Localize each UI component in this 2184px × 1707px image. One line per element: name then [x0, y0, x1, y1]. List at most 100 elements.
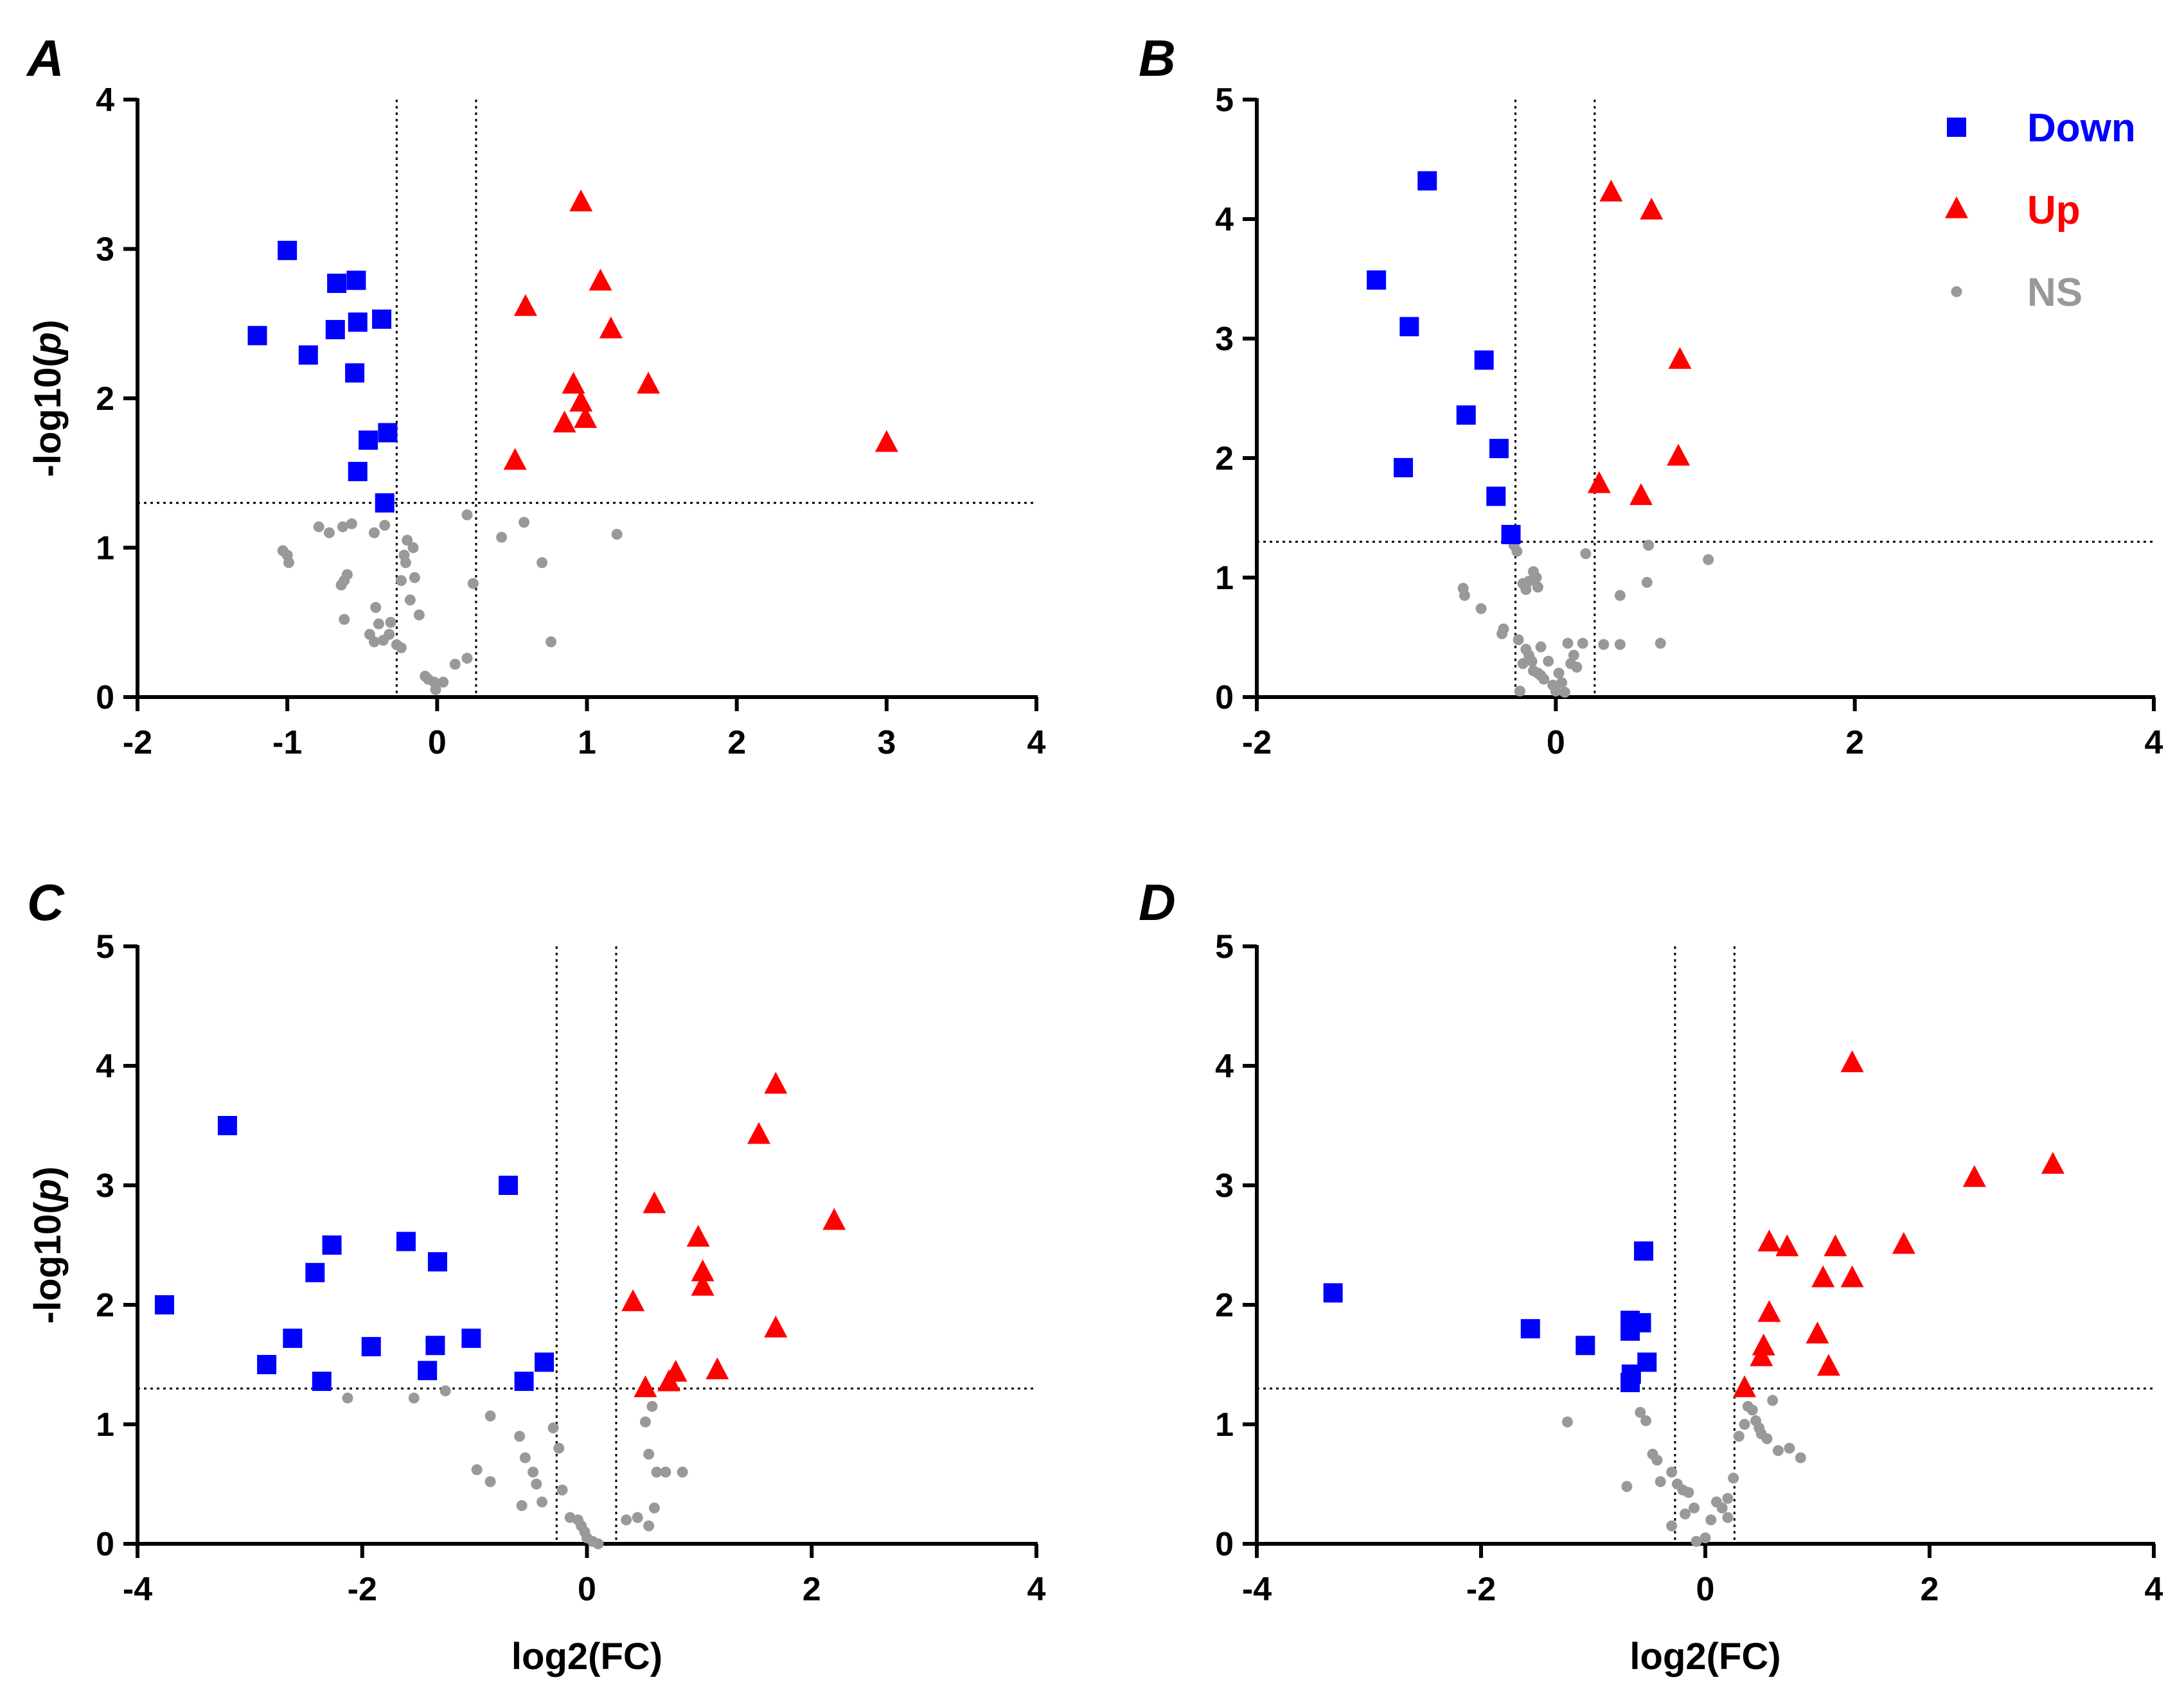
point-up [634, 1375, 657, 1397]
y-tick-label: 2 [1215, 440, 1234, 477]
panel-letter: B [1139, 30, 1176, 87]
point-down [1576, 1336, 1595, 1356]
point-ns [1459, 590, 1470, 601]
point-down [1620, 1321, 1640, 1341]
point-ns [632, 1512, 643, 1523]
point-ns [639, 1416, 651, 1428]
panel-letter: C [27, 874, 65, 931]
y-tick-label: 5 [96, 928, 114, 966]
y-tick-label: 2 [96, 380, 114, 418]
point-up [637, 371, 661, 394]
y-tick-label: 0 [96, 679, 114, 716]
x-axis-title: log2(FC) [511, 1636, 662, 1677]
x-tick-label: 3 [877, 724, 896, 761]
y-tick-label: 5 [1215, 928, 1234, 966]
point-down [514, 1372, 534, 1392]
point-ns [514, 1431, 526, 1442]
y-tick-label: 0 [1215, 679, 1234, 716]
point-down [1394, 457, 1414, 477]
point-ns [1614, 590, 1626, 601]
point-ns [660, 1466, 671, 1478]
point-ns [1728, 1473, 1739, 1484]
point-ns [341, 569, 353, 580]
point-ns [283, 557, 294, 569]
point-ns [400, 557, 411, 569]
point-down [345, 363, 365, 383]
panel-a: A 0 1 2 3 4 -2 -1 0 1 2 3 4 -log10(p) [26, 30, 1046, 761]
point-ns [461, 509, 473, 520]
panel-d: D 0 1 2 3 4 5 -4 -2 0 2 4 log2(FC) [1139, 874, 2163, 1677]
point-down [372, 309, 392, 329]
series-ns [1457, 540, 1714, 698]
point-ns [313, 521, 324, 533]
x-tick-label: -2 [1242, 724, 1272, 761]
point-up [1757, 1300, 1781, 1322]
point-ns [1568, 650, 1579, 661]
series-ns [342, 1385, 688, 1550]
point-ns [1705, 1514, 1717, 1526]
point-up [1629, 483, 1653, 506]
y-tick-label: 3 [1215, 1167, 1234, 1205]
point-ns [1538, 673, 1550, 685]
series-up [1733, 1050, 2064, 1397]
point-ns [409, 572, 420, 583]
point-down [1489, 439, 1509, 459]
point-ns [323, 527, 335, 538]
point-ns [1571, 662, 1583, 673]
point-down [535, 1352, 555, 1372]
point-ns [370, 602, 382, 613]
x-tick-label: 2 [1921, 1571, 1939, 1608]
point-ns [1772, 1445, 1784, 1456]
point-ns [402, 535, 413, 546]
point-up [574, 406, 598, 429]
series-down [1367, 171, 1521, 545]
point-up [1892, 1232, 1915, 1254]
x-tick-label: 0 [428, 724, 447, 761]
point-down [499, 1176, 519, 1195]
point-ns [1746, 1404, 1758, 1416]
point-ns [346, 518, 357, 529]
point-ns [438, 677, 449, 688]
point-ns [1666, 1466, 1678, 1478]
point-up [706, 1357, 729, 1379]
point-up [691, 1259, 715, 1282]
point-ns [1550, 685, 1561, 697]
y-tick-label: 3 [1215, 321, 1234, 358]
point-ns [461, 653, 473, 664]
point-ns [1651, 1455, 1663, 1466]
point-ns [1689, 1502, 1700, 1514]
point-ns [1561, 1416, 1573, 1428]
point-ns [1722, 1512, 1734, 1523]
point-up [569, 389, 593, 412]
point-ns [1535, 641, 1547, 653]
point-ns [1577, 637, 1588, 649]
point-up [764, 1315, 788, 1338]
point-ns [646, 1401, 658, 1412]
point-up [553, 411, 576, 433]
point-ns [537, 557, 548, 569]
point-ns [449, 659, 461, 670]
point-up [1587, 471, 1611, 493]
point-ns [1655, 637, 1666, 649]
point-ns [621, 1514, 632, 1526]
y-tick-label: 3 [96, 1167, 114, 1205]
x-tick-label: 4 [1027, 724, 1046, 761]
y-tick-label: 2 [96, 1287, 114, 1324]
x-tick-label: -2 [123, 724, 152, 761]
point-ns [519, 1452, 531, 1464]
point-up [1824, 1234, 1847, 1257]
point-ns [677, 1466, 688, 1478]
x-tick-label: 2 [727, 724, 746, 761]
point-down [305, 1262, 325, 1282]
y-axis-title: -log10(p) [27, 320, 69, 477]
point-ns [1784, 1442, 1795, 1454]
y-axis-title: -log10(p) [27, 1167, 69, 1324]
legend-label-up: Up [2027, 188, 2081, 233]
point-ns [1532, 581, 1543, 593]
point-ns [1556, 677, 1568, 689]
point-ns [1511, 545, 1523, 557]
point-ns [1643, 540, 1655, 551]
x-tick-label: -2 [348, 1571, 377, 1608]
point-ns [648, 1502, 660, 1514]
point-down [375, 493, 395, 513]
